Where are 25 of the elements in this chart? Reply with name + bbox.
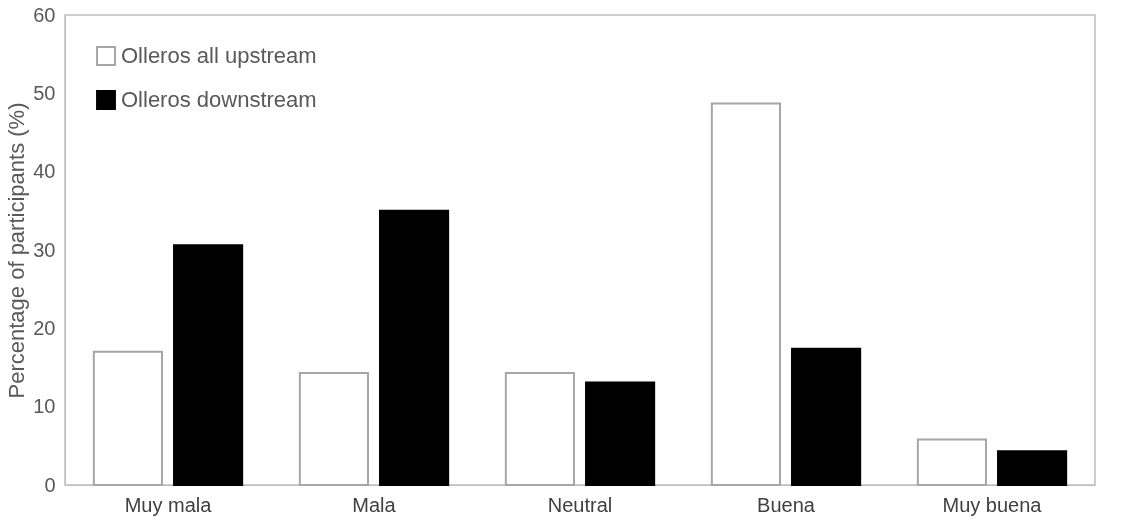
x-tick-label: Neutral [547, 493, 613, 516]
y-tick-label: 40 [33, 160, 56, 183]
bar [92, 350, 163, 486]
legend-label: Olleros all upstream [121, 43, 317, 68]
y-tick-label: 30 [33, 238, 56, 261]
y-tick-label: 50 [33, 81, 56, 104]
y-tick-label: 0 [44, 473, 56, 496]
x-tick-label: Muy mala [124, 493, 213, 516]
bar [997, 450, 1068, 486]
y-axis-title: Percentage of participants (%) [4, 102, 30, 399]
bar [504, 371, 575, 486]
bar [379, 209, 450, 486]
bar [916, 438, 987, 486]
bar [710, 102, 781, 486]
y-tick-label: 20 [33, 316, 56, 339]
bar [298, 371, 369, 486]
bar [791, 347, 862, 486]
x-tick-label: Muy buena [942, 493, 1043, 516]
x-tick-label: Mala [352, 493, 397, 516]
bar [173, 244, 244, 486]
y-tick-label: 10 [33, 395, 56, 418]
y-tick-label: 60 [33, 3, 56, 26]
legend-label: Olleros downstream [121, 87, 317, 112]
bar [585, 381, 656, 486]
x-tick-label: Buena [757, 493, 816, 516]
